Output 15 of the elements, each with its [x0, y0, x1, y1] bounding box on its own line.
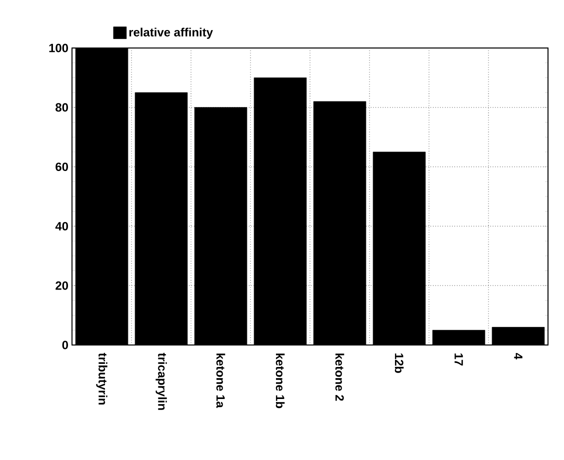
x-tick-label: 17: [454, 354, 463, 366]
y-tick-label: 0: [62, 340, 68, 350]
legend-label: relative affinity: [129, 28, 213, 39]
y-tick-label: 80: [56, 103, 68, 112]
x-tick-label: 4: [514, 352, 522, 360]
y-tick-label: 100: [49, 44, 68, 52]
x-tick-label: ketone 1b: [276, 354, 285, 408]
y-tick-label: 60: [56, 162, 68, 172]
x-tick-label: tricaprylin: [156, 352, 167, 410]
x-tick-label: tributyrin: [96, 352, 108, 404]
y-tick-label: 20: [56, 281, 68, 290]
x-tick-label: ketone 1a: [216, 354, 226, 408]
x-tick-label: ketone 2: [335, 354, 344, 401]
y-tick-label: 40: [55, 222, 68, 230]
x-tick-label: 12b: [394, 354, 404, 373]
